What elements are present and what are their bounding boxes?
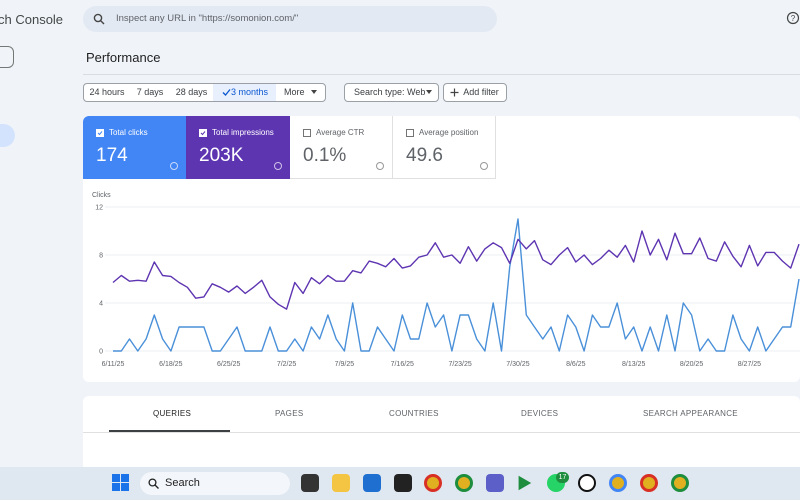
- app-icon[interactable]: [301, 474, 319, 492]
- plus-icon: [450, 88, 459, 97]
- y-tick-label: 8: [99, 253, 103, 260]
- x-tick-label: 8/13/25: [622, 361, 645, 368]
- add-filter-label: Add filter: [463, 87, 499, 97]
- notification-badge: 17: [556, 472, 569, 483]
- metric-card[interactable]: Total impressions 203K: [186, 116, 290, 179]
- tab-indicator: [109, 430, 230, 432]
- y-axis-label: Clicks: [92, 192, 111, 199]
- search-placeholder: Inspect any URL in "https://somonion.com…: [116, 13, 299, 24]
- metric-label: Average position: [419, 128, 479, 137]
- divider: [83, 74, 800, 75]
- metric-card[interactable]: Average CTR 0.1%: [290, 116, 393, 179]
- more-label: More: [284, 87, 305, 97]
- taskbar-search[interactable]: Search: [140, 472, 290, 495]
- app-icon[interactable]: [578, 474, 596, 492]
- metric-value: 49.6: [406, 145, 443, 166]
- app-icon[interactable]: [394, 474, 412, 492]
- x-tick-label: 7/23/25: [448, 361, 471, 368]
- search-type-button[interactable]: Search type: Web: [344, 83, 439, 102]
- app-title: ch Console: [0, 12, 64, 27]
- app-icon[interactable]: [424, 474, 442, 492]
- tab[interactable]: QUERIES: [153, 409, 192, 418]
- start-button[interactable]: [112, 474, 130, 492]
- nav-selected[interactable]: [0, 124, 15, 147]
- range-button[interactable]: 24 hours: [83, 83, 131, 102]
- more-button[interactable]: More: [276, 83, 326, 102]
- caret: [426, 90, 432, 94]
- x-tick-label: 7/16/25: [391, 361, 414, 368]
- x-tick-label: 6/25/25: [217, 361, 240, 368]
- tab[interactable]: SEARCH APPEARANCE: [643, 409, 738, 418]
- x-tick-label: 7/2/25: [277, 361, 297, 368]
- tab-divider: [83, 432, 800, 433]
- range-label: 3 months: [230, 87, 269, 97]
- x-tick-label: 8/6/25: [566, 361, 586, 368]
- y-tick-label: 12: [95, 205, 103, 212]
- metric-label: Average CTR: [316, 128, 365, 137]
- x-tick-label: 7/30/25: [506, 361, 529, 368]
- tab[interactable]: PAGES: [275, 409, 304, 418]
- chart: Clicks 0 4 8 12 6/11/25 6/18/25 6/25/25 7/2/25 7…: [92, 192, 800, 368]
- taskbar-search-label: Search: [165, 477, 200, 489]
- tab[interactable]: COUNTRIES: [389, 409, 439, 418]
- search-icon: [148, 478, 159, 489]
- svg-text:?: ?: [791, 14, 796, 23]
- metric-value: 0.1%: [303, 145, 347, 166]
- app-icon[interactable]: [609, 474, 627, 492]
- search-type-label: Search type: Web: [354, 87, 426, 97]
- metric-value: 174: [96, 145, 128, 166]
- property-selector[interactable]: [0, 46, 14, 68]
- y-tick-label: 0: [99, 349, 103, 356]
- x-tick-label: 7/9/25: [335, 361, 355, 368]
- app-icon[interactable]: [363, 474, 381, 492]
- app-icon[interactable]: [455, 474, 473, 492]
- url-inspect-box[interactable]: Inspect any URL in "https://somonion.com…: [83, 6, 497, 32]
- add-filter-button[interactable]: Add filter: [443, 83, 507, 102]
- series-line: [113, 218, 800, 352]
- card-icons: [96, 129, 488, 170]
- x-tick-label: 6/18/25: [159, 361, 182, 368]
- app-icon[interactable]: [332, 474, 350, 492]
- help-icon[interactable]: ?: [786, 11, 800, 25]
- x-tick-label: 8/27/25: [738, 361, 761, 368]
- caret: [311, 90, 317, 94]
- x-tick-label: 8/20/25: [680, 361, 703, 368]
- app-icon[interactable]: [671, 474, 689, 492]
- metric-card[interactable]: Average position 49.6: [393, 116, 496, 179]
- search-icon: [93, 13, 105, 25]
- check-icon: [222, 89, 231, 96]
- metric-card[interactable]: Total clicks 174: [83, 116, 186, 179]
- x-tick-label: 6/11/25: [102, 361, 125, 368]
- metric-label: Total clicks: [109, 128, 148, 137]
- metric-value: 203K: [199, 145, 244, 166]
- app-icon[interactable]: [486, 474, 504, 492]
- y-tick-label: 4: [99, 301, 103, 308]
- series-line: [112, 230, 800, 310]
- metric-label: Total impressions: [212, 128, 274, 137]
- app-icon[interactable]: [640, 474, 658, 492]
- page-title: Performance: [86, 50, 161, 65]
- tab[interactable]: DEVICES: [521, 409, 559, 418]
